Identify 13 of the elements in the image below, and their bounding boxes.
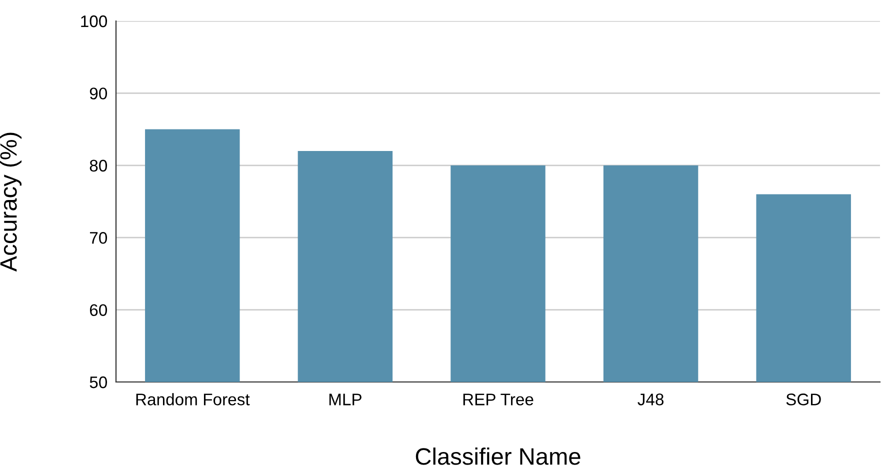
y-tick-label: 70 bbox=[90, 232, 108, 244]
y-tick-label: 50 bbox=[90, 376, 108, 388]
x-tick-label: REP Tree bbox=[463, 394, 534, 406]
x-axis-title: Classifier Name bbox=[416, 448, 580, 465]
y-tick-label: 60 bbox=[90, 304, 108, 316]
x-tick-label: Random Forest bbox=[136, 393, 250, 406]
x-tick-label: MLP bbox=[329, 394, 362, 406]
x-tick-label: J48 bbox=[638, 394, 664, 406]
y-tick-label: 90 bbox=[90, 88, 108, 100]
y-tick-label: 80 bbox=[90, 160, 108, 172]
x-tick-label: SGD bbox=[786, 394, 821, 406]
y-axis-title: Accuracy (%) bbox=[0, 132, 22, 272]
y-tick-label: 100 bbox=[81, 15, 108, 28]
